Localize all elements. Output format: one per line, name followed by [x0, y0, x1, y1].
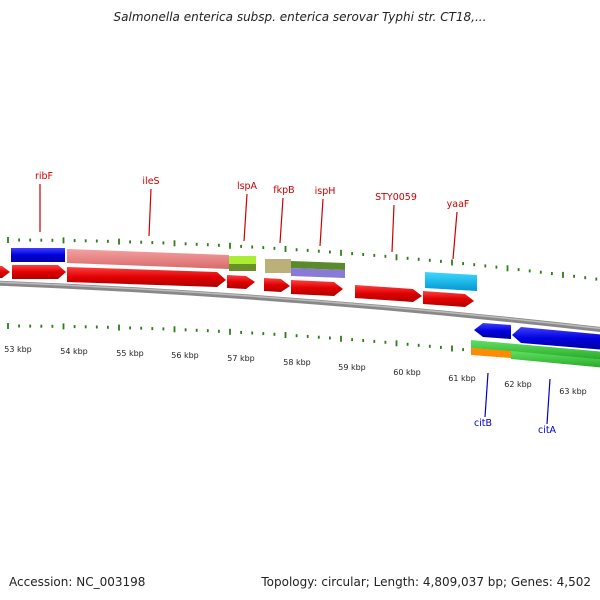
lspa-feature-box-lower[interactable]	[229, 264, 256, 271]
citb-feature-box[interactable]	[471, 340, 600, 360]
gene-leader-line	[484, 372, 489, 418]
kbp-label: 58 kbp	[283, 358, 311, 367]
lspa-feature-box[interactable]	[229, 256, 256, 264]
gene-label-ribf[interactable]: ribF	[35, 171, 53, 182]
feature-row-outer	[11, 248, 477, 291]
gene-label-lspa[interactable]: lspA	[237, 181, 258, 192]
genome-summary-text: Topology: circular; Length: 4,809,037 bp…	[261, 575, 591, 589]
kbp-label: 59 kbp	[338, 363, 366, 372]
ribf-feature-box[interactable]	[11, 248, 65, 262]
kbp-label: 63 kbp	[559, 387, 587, 396]
gene-label-iles[interactable]: ileS	[142, 176, 159, 187]
accession-text: Accession: NC_003198	[9, 575, 146, 589]
reverse-gene-row	[471, 323, 600, 368]
fkpb-feature-box[interactable]	[265, 259, 291, 273]
gene-label-isph[interactable]: ispH	[315, 186, 336, 197]
isph-feature-box-lower[interactable]	[291, 268, 345, 278]
kbp-label: 60 kbp	[393, 368, 421, 377]
kbp-label: 61 kbp	[448, 374, 476, 383]
citb-feature-box-orange[interactable]	[471, 348, 511, 358]
kbp-label: 57 kbp	[227, 354, 255, 363]
gene-arrow-blue[interactable]	[512, 327, 600, 350]
gene-label-yaaf[interactable]: yaaF	[447, 199, 470, 210]
forward-gene-row	[0, 265, 474, 307]
kbp-scale-labels: 53 kbp 54 kbp 55 kbp 56 kbp 57 kbp 58 kb…	[4, 345, 587, 396]
gene-leader-line	[279, 197, 284, 244]
gene-arrow-red[interactable]	[67, 267, 226, 287]
gene-arrow-red[interactable]	[291, 280, 343, 296]
gene-labels-top: ribF ileS lspA fkpB ispH STY0059 yaaF	[35, 171, 470, 260]
genome-backbone-highlight	[0, 281, 600, 330]
genome-backbone	[0, 280, 600, 332]
gene-label-citb[interactable]: citB	[474, 418, 492, 429]
kbp-label: 62 kbp	[504, 380, 532, 389]
gene-arrow-red[interactable]	[355, 285, 422, 302]
gene-arrow-red[interactable]	[264, 278, 290, 292]
cita-feature-box[interactable]	[511, 351, 600, 368]
kbp-label: 56 kbp	[171, 351, 199, 360]
gene-leader-line	[319, 198, 324, 247]
gene-leader-line	[243, 193, 248, 242]
gene-labels-bottom: citB citA	[474, 372, 557, 436]
kbp-label: 54 kbp	[60, 347, 88, 356]
gene-label-sty0059[interactable]: STY0059	[375, 192, 417, 203]
gene-leader-line	[452, 211, 458, 260]
gene-leader-line	[148, 188, 152, 237]
gene-leader-line	[546, 378, 551, 425]
gene-label-fkpb[interactable]: fkpB	[273, 185, 294, 196]
isph-feature-box[interactable]	[291, 261, 345, 270]
kbp-label: 55 kbp	[116, 349, 144, 358]
gene-arrow-blue[interactable]	[474, 323, 511, 339]
tick-row-outer	[7, 237, 598, 281]
gene-leader-line	[391, 204, 395, 253]
gene-arrow-red[interactable]	[12, 265, 66, 279]
kbp-label: 53 kbp	[4, 345, 32, 354]
gene-arrow-red[interactable]	[0, 266, 10, 278]
gene-arrow-red[interactable]	[423, 291, 474, 307]
gene-label-cita[interactable]: citA	[538, 425, 557, 436]
yaaf-feature-box[interactable]	[425, 272, 477, 291]
iles-feature-box[interactable]	[67, 249, 229, 269]
genome-title: Salmonella enterica subsp. enterica sero…	[113, 10, 487, 24]
gene-arrow-red[interactable]	[227, 275, 255, 289]
